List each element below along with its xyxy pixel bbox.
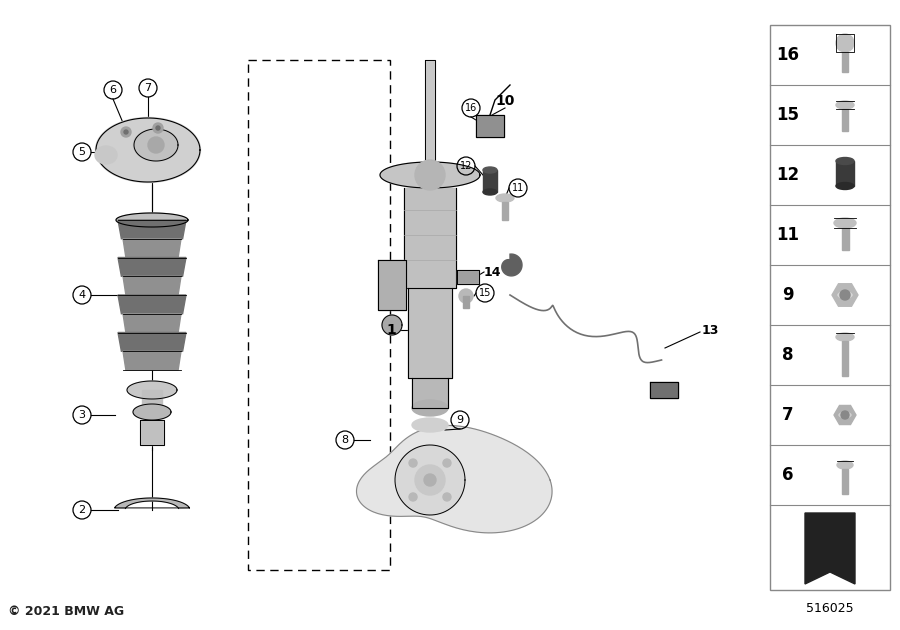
Bar (408, 288, 452, 378)
Ellipse shape (483, 189, 497, 195)
Polygon shape (118, 258, 186, 276)
Bar (248, 60, 390, 570)
Ellipse shape (133, 129, 178, 161)
Circle shape (836, 34, 854, 52)
Ellipse shape (380, 162, 480, 188)
Ellipse shape (834, 218, 856, 228)
Text: 16: 16 (465, 103, 477, 113)
Polygon shape (123, 352, 181, 370)
Ellipse shape (95, 146, 117, 164)
Circle shape (409, 459, 417, 467)
Bar (836, 161, 854, 186)
Bar (842, 341, 848, 376)
Text: 2: 2 (78, 505, 86, 515)
Bar (140, 420, 164, 445)
Text: 3: 3 (78, 410, 86, 420)
Text: 11: 11 (777, 226, 799, 244)
Text: 15: 15 (479, 288, 491, 298)
Circle shape (415, 465, 445, 495)
Ellipse shape (839, 413, 851, 418)
Ellipse shape (95, 118, 201, 183)
Ellipse shape (836, 183, 854, 190)
Ellipse shape (836, 101, 854, 109)
Text: 516025: 516025 (806, 602, 854, 615)
Text: 12: 12 (777, 166, 799, 184)
Polygon shape (123, 276, 181, 295)
Polygon shape (356, 425, 552, 533)
Bar (650, 382, 678, 398)
Circle shape (395, 445, 465, 515)
Bar (502, 202, 508, 220)
Circle shape (409, 493, 417, 501)
Text: 12: 12 (460, 161, 473, 171)
Text: 16: 16 (777, 46, 799, 64)
Text: 14: 14 (484, 265, 501, 278)
Text: 4: 4 (78, 290, 86, 300)
Circle shape (443, 459, 451, 467)
Ellipse shape (412, 418, 448, 432)
Ellipse shape (838, 292, 852, 298)
Polygon shape (502, 254, 522, 276)
Polygon shape (118, 295, 186, 314)
Circle shape (443, 493, 451, 501)
Ellipse shape (836, 158, 854, 164)
Polygon shape (118, 220, 186, 239)
Bar (457, 270, 479, 284)
Text: 8: 8 (341, 435, 348, 445)
Polygon shape (114, 498, 189, 508)
Bar (842, 228, 849, 250)
Bar (842, 52, 848, 72)
Ellipse shape (412, 400, 448, 416)
Circle shape (840, 290, 850, 300)
Ellipse shape (496, 194, 514, 202)
Circle shape (124, 130, 128, 134)
Text: © 2021 BMW AG: © 2021 BMW AG (8, 605, 124, 618)
Text: 7: 7 (782, 406, 794, 424)
Bar (142, 390, 162, 412)
Circle shape (382, 315, 402, 335)
Bar (842, 109, 848, 131)
Ellipse shape (837, 461, 853, 469)
Bar (483, 170, 497, 192)
Text: 10: 10 (495, 94, 515, 108)
Text: 15: 15 (777, 106, 799, 124)
Text: 1: 1 (386, 323, 396, 337)
Bar (412, 378, 448, 408)
Circle shape (121, 127, 131, 137)
Polygon shape (832, 284, 858, 306)
Bar (425, 60, 435, 160)
Ellipse shape (116, 213, 188, 227)
Circle shape (424, 474, 436, 486)
Bar (463, 296, 469, 308)
Ellipse shape (483, 167, 497, 173)
Polygon shape (123, 314, 181, 333)
Polygon shape (805, 513, 855, 584)
Ellipse shape (127, 381, 177, 399)
Circle shape (841, 411, 849, 419)
Circle shape (156, 126, 160, 130)
Circle shape (153, 123, 163, 133)
Text: 6: 6 (110, 85, 116, 95)
Ellipse shape (133, 404, 171, 420)
Polygon shape (118, 333, 186, 352)
Text: 11: 11 (512, 183, 524, 193)
Circle shape (148, 137, 164, 153)
Circle shape (459, 289, 473, 303)
Polygon shape (834, 406, 856, 425)
Text: 7: 7 (144, 83, 151, 93)
Text: 8: 8 (782, 346, 794, 364)
Bar (476, 115, 504, 137)
Bar (404, 188, 456, 288)
Circle shape (415, 160, 445, 190)
Polygon shape (123, 239, 181, 258)
Bar (842, 469, 848, 494)
Text: 6: 6 (782, 466, 794, 484)
Text: 9: 9 (782, 286, 794, 304)
Text: 9: 9 (456, 415, 464, 425)
Ellipse shape (836, 333, 854, 341)
Bar (378, 260, 406, 310)
Bar (770, 25, 890, 590)
Text: 5: 5 (78, 147, 86, 157)
Text: 13: 13 (702, 323, 719, 336)
